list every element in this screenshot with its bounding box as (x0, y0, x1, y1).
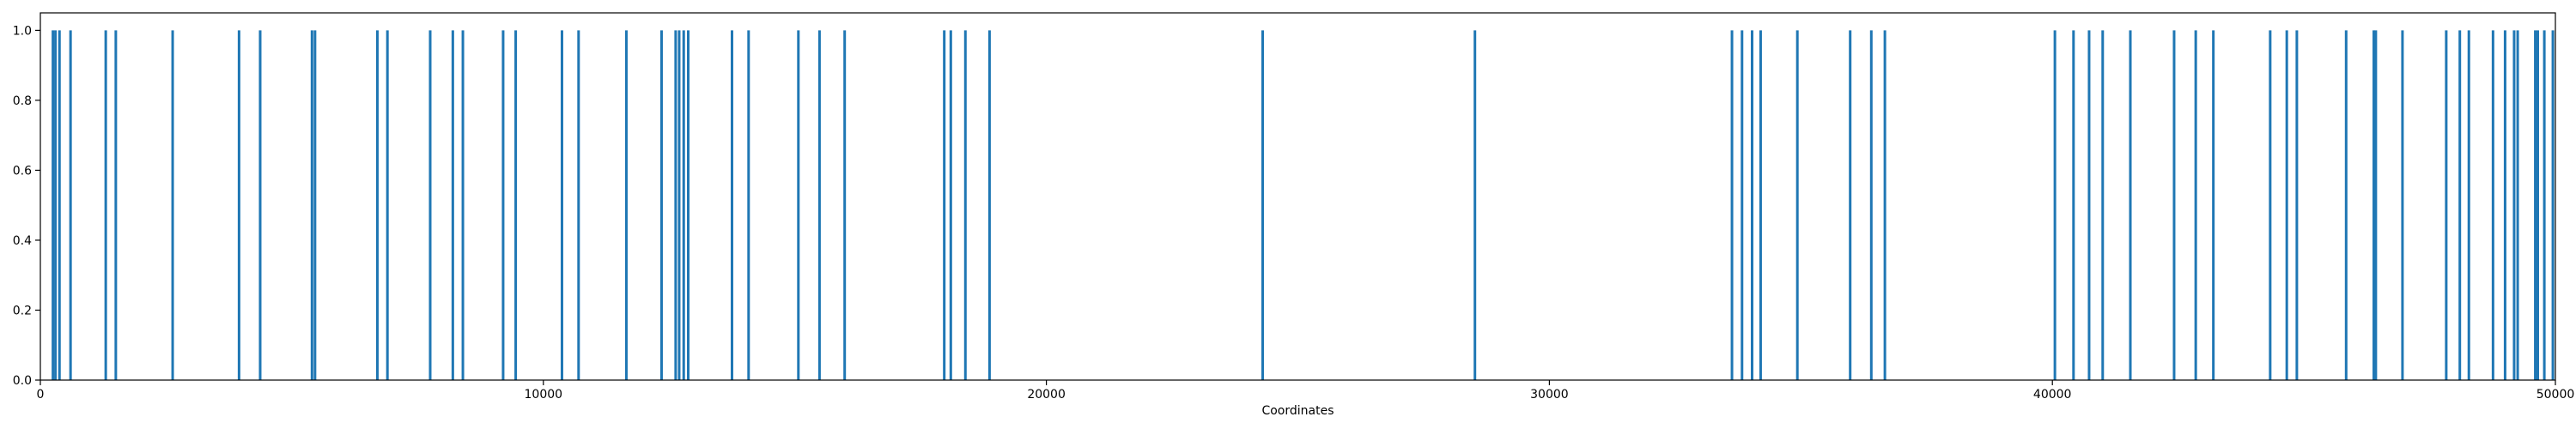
data-bar (2053, 30, 2057, 380)
data-bar (843, 30, 847, 380)
bars-layer (52, 30, 2555, 380)
data-bar (2172, 30, 2176, 380)
plot-frame (39, 12, 2556, 381)
data-bar (451, 30, 454, 380)
y-tick-label: 0.8 (13, 94, 32, 108)
data-bar (461, 30, 465, 380)
data-bar (2269, 30, 2272, 380)
x-tick-label: 20000 (1027, 388, 1066, 402)
data-bar (624, 30, 628, 380)
data-bar (2491, 30, 2494, 380)
data-bar (2551, 30, 2555, 380)
data-bar (1795, 30, 1799, 380)
data-bar (963, 30, 967, 380)
y-tick-label: 1.0 (13, 24, 32, 38)
data-bar (677, 30, 681, 380)
x-tick-label: 10000 (525, 388, 563, 402)
data-bar (2516, 30, 2519, 380)
data-bar (428, 30, 432, 380)
data-bar (2445, 30, 2448, 380)
data-bar (237, 30, 240, 380)
data-bar (2374, 30, 2378, 380)
data-bar (2467, 30, 2470, 380)
data-bar (797, 30, 800, 380)
data-bar (560, 30, 563, 380)
data-bar (310, 30, 313, 380)
x-tick-label: 40000 (2033, 388, 2072, 402)
data-bar (674, 30, 677, 380)
data-bar (2503, 30, 2506, 380)
x-axis-label: Coordinates (1261, 404, 1334, 418)
data-bar (943, 30, 946, 380)
data-bar (69, 30, 72, 380)
data-bar (2087, 30, 2091, 380)
data-bar (2212, 30, 2215, 380)
data-bar (2458, 30, 2462, 380)
data-bar (58, 30, 61, 380)
data-bar (501, 30, 505, 380)
data-bar (687, 30, 690, 380)
data-bar (114, 30, 118, 380)
data-bar (987, 30, 991, 380)
data-bar (2401, 30, 2404, 380)
data-bar (659, 30, 663, 380)
data-bar (1741, 30, 1744, 380)
data-bar (949, 30, 952, 380)
data-bar (2072, 30, 2075, 380)
x-tick-label: 50000 (2537, 388, 2575, 402)
data-bar (1750, 30, 1753, 380)
x-tick-label: 30000 (1530, 388, 1569, 402)
data-bar (54, 30, 58, 380)
y-tick-label: 0.4 (13, 234, 32, 248)
data-bar (258, 30, 262, 380)
data-bar (2534, 30, 2537, 380)
data-bar (817, 30, 821, 380)
data-bar (1883, 30, 1886, 380)
data-bar (1759, 30, 1762, 380)
data-bar (2537, 30, 2539, 380)
y-tick-label: 0.0 (13, 374, 32, 388)
data-bar (747, 30, 750, 380)
data-bar (2194, 30, 2197, 380)
data-bar (2344, 30, 2348, 380)
data-bar (2129, 30, 2132, 380)
data-bar (1869, 30, 1873, 380)
data-bar (1473, 30, 1477, 380)
y-tick-label: 0.6 (13, 164, 32, 178)
data-bar (2512, 30, 2516, 380)
axes-layer: 0 10000 20000 30000 40000 50000 0.0 0.2 0.4 0.6 0.… (13, 12, 2575, 402)
data-bar (577, 30, 580, 380)
data-bar (2543, 30, 2546, 380)
data-bar (2101, 30, 2105, 380)
data-bar (313, 30, 317, 380)
y-tick-label: 0.2 (13, 304, 32, 317)
data-bar (52, 30, 55, 380)
data-bar (2372, 30, 2376, 380)
data-bar (171, 30, 174, 380)
data-bar (514, 30, 518, 380)
x-tick-label: 0 (37, 388, 45, 402)
data-bar (386, 30, 389, 380)
data-bar (1849, 30, 1852, 380)
data-bar (104, 30, 107, 380)
data-bar (730, 30, 733, 380)
data-bar (375, 30, 379, 380)
data-bar (1261, 30, 1264, 380)
data-bar (2285, 30, 2288, 380)
data-bar (682, 30, 685, 380)
data-bar (2295, 30, 2299, 380)
data-bar (1730, 30, 1734, 380)
